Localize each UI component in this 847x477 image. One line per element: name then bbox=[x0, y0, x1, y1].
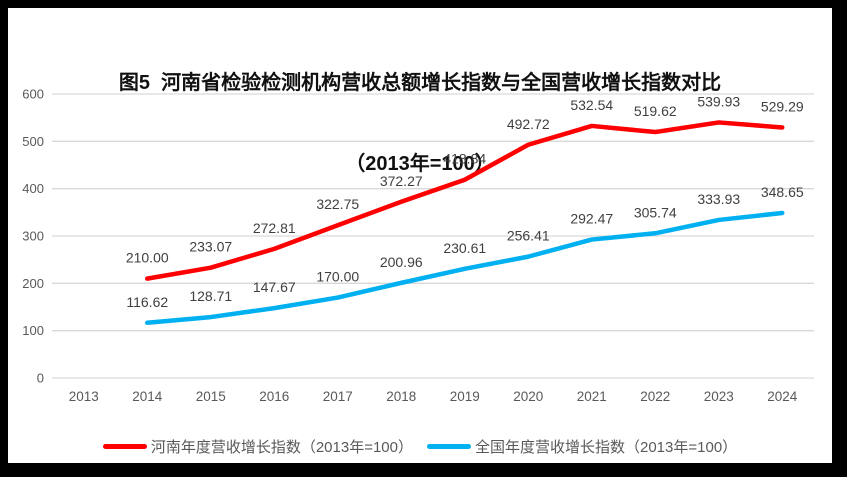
legend-label-national: 全国年度营收增长指数（2013年=100） bbox=[475, 439, 738, 456]
legend-swatch-national-line bbox=[427, 444, 471, 449]
data-label: 348.65 bbox=[761, 184, 804, 200]
x-tick-label: 2017 bbox=[323, 389, 353, 404]
data-label: 532.54 bbox=[570, 97, 613, 113]
x-tick-label: 2019 bbox=[450, 389, 480, 404]
data-label: 492.72 bbox=[507, 116, 550, 132]
y-tick-label: 400 bbox=[22, 181, 44, 196]
x-tick-label: 2023 bbox=[704, 389, 734, 404]
legend-swatch-henan-line bbox=[102, 444, 147, 449]
y-tick-label: 600 bbox=[22, 87, 44, 102]
y-tick-label: 200 bbox=[22, 276, 44, 291]
data-label: 539.93 bbox=[697, 93, 740, 109]
data-label: 230.61 bbox=[443, 240, 486, 256]
chart-title: 图5 河南省检验检测机构营收总额增长指数与全国营收增长指数对比 bbox=[118, 72, 722, 94]
x-tick-label: 2018 bbox=[386, 389, 416, 404]
data-label: 147.67 bbox=[253, 279, 296, 295]
y-tick-label: 300 bbox=[22, 229, 44, 244]
data-label: 372.27 bbox=[380, 173, 423, 189]
data-label: 210.00 bbox=[126, 250, 169, 266]
x-tick-label: 2013 bbox=[69, 389, 99, 404]
chart-title-block: 图5 河南省检验检测机构营收总额增长指数与全国营收增长指数对比 （2013年=1… bbox=[8, 16, 832, 232]
x-tick-label: 2015 bbox=[196, 389, 226, 404]
data-label: 333.93 bbox=[697, 191, 740, 207]
legend-item-national: 全国年度营收增长指数（2013年=100） bbox=[427, 436, 737, 457]
y-tick-label: 100 bbox=[22, 323, 44, 338]
legend-item-henan: 河南年度营收增长指数（2013年=100） bbox=[102, 436, 413, 457]
data-label: 322.75 bbox=[316, 196, 359, 212]
x-tick-label: 2014 bbox=[132, 389, 163, 404]
data-label: 233.07 bbox=[189, 239, 232, 255]
data-label: 200.96 bbox=[380, 254, 423, 270]
chart-legend: 河南年度营收增长指数（2013年=100） 全国年度营收增长指数（2013年=1… bbox=[8, 436, 832, 457]
x-tick-label: 2020 bbox=[513, 389, 543, 404]
series-line-0 bbox=[145, 120, 785, 281]
series-line-1 bbox=[145, 210, 785, 326]
x-tick-label: 2024 bbox=[767, 389, 798, 404]
data-label: 128.71 bbox=[189, 288, 232, 304]
x-tick-label: 2016 bbox=[259, 389, 289, 404]
chart-figure-frame: 图5 河南省检验检测机构营收总额增长指数与全国营收增长指数对比 （2013年=1… bbox=[8, 8, 832, 463]
line-chart-plot: 0 100 200 300 400 500 600 2013 2014 2015 2016 2017 2… bbox=[22, 87, 814, 404]
y-tick-label: 0 bbox=[37, 371, 44, 386]
data-label: 170.00 bbox=[316, 269, 359, 285]
y-tick-label: 500 bbox=[22, 134, 44, 149]
data-label: 529.29 bbox=[761, 98, 804, 114]
x-tick-label: 2022 bbox=[640, 389, 670, 404]
data-label: 418.84 bbox=[443, 151, 486, 167]
data-label: 292.47 bbox=[570, 211, 613, 227]
data-label: 519.62 bbox=[634, 103, 677, 119]
legend-label-henan: 河南年度营收增长指数（2013年=100） bbox=[150, 439, 413, 456]
data-label: 305.74 bbox=[634, 204, 677, 220]
data-label: 256.41 bbox=[507, 228, 550, 244]
data-label: 116.62 bbox=[126, 294, 168, 310]
data-label: 272.81 bbox=[253, 220, 296, 236]
chart-subtitle: （2013年=100） bbox=[345, 153, 495, 175]
x-tick-label: 2021 bbox=[577, 389, 607, 404]
